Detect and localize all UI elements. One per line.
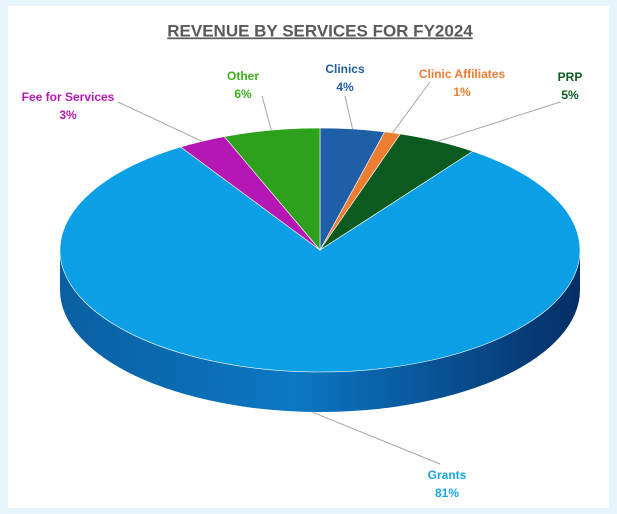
data-label-value: 1% (453, 85, 471, 99)
data-label-name: Grants (428, 468, 467, 482)
data-label-name: PRP (558, 70, 583, 84)
leader-line (437, 101, 561, 142)
data-label-value: 81% (435, 486, 459, 500)
leader-line (392, 81, 431, 134)
leader-line (311, 411, 441, 465)
data-label-value: 5% (561, 88, 579, 102)
leader-line (344, 95, 354, 130)
leader-line (117, 101, 203, 142)
data-label-value: 3% (59, 108, 77, 122)
data-label-name: Clinics (325, 62, 365, 76)
data-label-name: Other (227, 69, 259, 83)
data-label-value: 6% (234, 87, 252, 101)
data-label-name: Fee for Services (22, 90, 115, 104)
leader-line (261, 95, 272, 131)
pie-side (60, 250, 580, 412)
data-label-value: 4% (336, 80, 354, 94)
chart-title: REVENUE BY SERVICES FOR FY2024 (167, 21, 473, 40)
pie-slice (59, 146, 581, 373)
data-label-name: Clinic Affiliates (419, 67, 506, 81)
